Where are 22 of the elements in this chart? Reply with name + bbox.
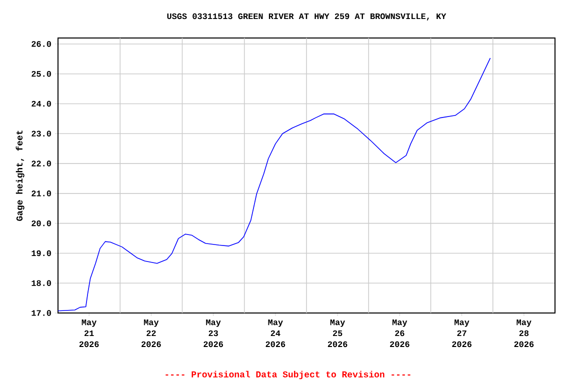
- y-tick-label: 19.0: [32, 250, 51, 256]
- chart-title: USGS 03311513 GREEN RIVER AT HWY 259 AT BROWNSVILLE, KY: [167, 13, 446, 21]
- x-tick-label: May 28 2026: [514, 320, 534, 348]
- y-tick-label: 22.0: [32, 160, 51, 166]
- y-tick-label: 20.0: [32, 220, 51, 226]
- x-tick-label: May 22 2026: [142, 320, 161, 348]
- x-tick-label: May 21 2026: [79, 320, 99, 348]
- y-tick-label: 21.0: [32, 190, 51, 196]
- y-axis-title: Gage height, feet: [16, 130, 24, 221]
- x-tick-label: May 24 2026: [266, 320, 286, 348]
- y-tick-label: 26.0: [32, 41, 51, 47]
- y-tick-label: 18.0: [32, 280, 51, 286]
- y-tick-label: 23.0: [32, 130, 51, 137]
- x-tick-label: May 26 2026: [390, 320, 410, 348]
- y-tick-label: 17.0: [32, 310, 51, 316]
- text: ---- Provisional Data Subject to Revision ----: [166, 370, 410, 380]
- x-tick-label: May 25 2026: [328, 320, 348, 348]
- y-tick-label: 24.0: [32, 100, 51, 107]
- x-tick-label: May 27 2026: [452, 320, 472, 348]
- y-tick-label: 25.0: [32, 70, 51, 77]
- line-series: [58, 58, 491, 312]
- x-tick-label: May 23 2026: [204, 320, 223, 348]
